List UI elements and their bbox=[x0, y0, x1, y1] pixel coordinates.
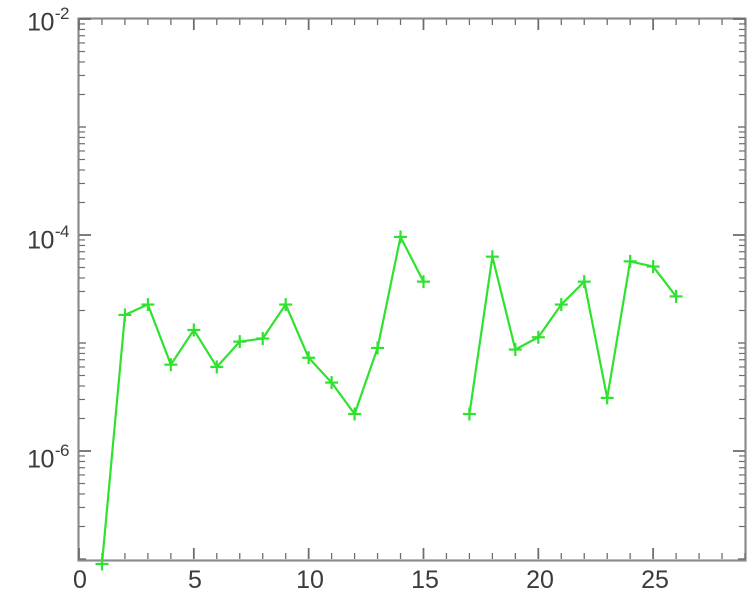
data-point-marker bbox=[577, 275, 591, 289]
data-point-marker bbox=[164, 358, 178, 372]
data-point-marker bbox=[669, 289, 683, 303]
data-point-marker bbox=[371, 341, 385, 355]
data-point-marker bbox=[279, 298, 293, 312]
xtick-label-4: 20 bbox=[526, 566, 554, 594]
ytick-exponent: -6 bbox=[54, 441, 70, 460]
data-point-marker bbox=[531, 330, 545, 344]
ytick-mantissa: 10 bbox=[27, 445, 54, 474]
data-point-marker bbox=[118, 308, 132, 322]
ytick-mantissa: 10 bbox=[27, 226, 54, 255]
data-point-marker bbox=[256, 332, 270, 346]
data-point-marker bbox=[508, 343, 522, 357]
data-point-marker bbox=[600, 391, 614, 405]
ytick-mantissa: 10 bbox=[27, 8, 54, 37]
xtick-label-0: 0 bbox=[73, 566, 87, 594]
data-point-marker bbox=[187, 323, 201, 337]
series-line bbox=[100, 235, 425, 565]
axis-ticks bbox=[78, 18, 746, 560]
data-point-marker bbox=[416, 275, 430, 289]
ytick-label-2: 10-6 bbox=[2, 441, 70, 474]
data-point-marker bbox=[485, 250, 499, 264]
data-point-marker bbox=[95, 557, 109, 571]
xtick-label-1: 5 bbox=[188, 566, 202, 594]
data-point-marker bbox=[554, 298, 568, 312]
ytick-label-0: 10-2 bbox=[2, 4, 70, 37]
xtick-label-5: 25 bbox=[641, 566, 669, 594]
xtick-label-3: 15 bbox=[411, 566, 439, 594]
data-point-marker bbox=[141, 298, 155, 312]
data-point-marker bbox=[302, 351, 316, 365]
series-line bbox=[468, 255, 677, 415]
data-point-marker bbox=[348, 407, 362, 421]
data-point-marker bbox=[646, 260, 660, 274]
data-point-marker bbox=[325, 376, 339, 390]
data-point-marker bbox=[623, 254, 637, 268]
xtick-label-2: 10 bbox=[296, 566, 324, 594]
ytick-exponent: -4 bbox=[54, 222, 70, 241]
data-point-marker bbox=[233, 335, 247, 349]
data-point-marker bbox=[394, 230, 408, 244]
data-series bbox=[95, 230, 683, 571]
ytick-label-1: 10-4 bbox=[2, 222, 70, 255]
ytick-exponent: -2 bbox=[54, 4, 70, 23]
data-point-marker bbox=[210, 360, 224, 374]
data-point-marker bbox=[462, 407, 476, 421]
axes-box bbox=[77, 17, 747, 562]
